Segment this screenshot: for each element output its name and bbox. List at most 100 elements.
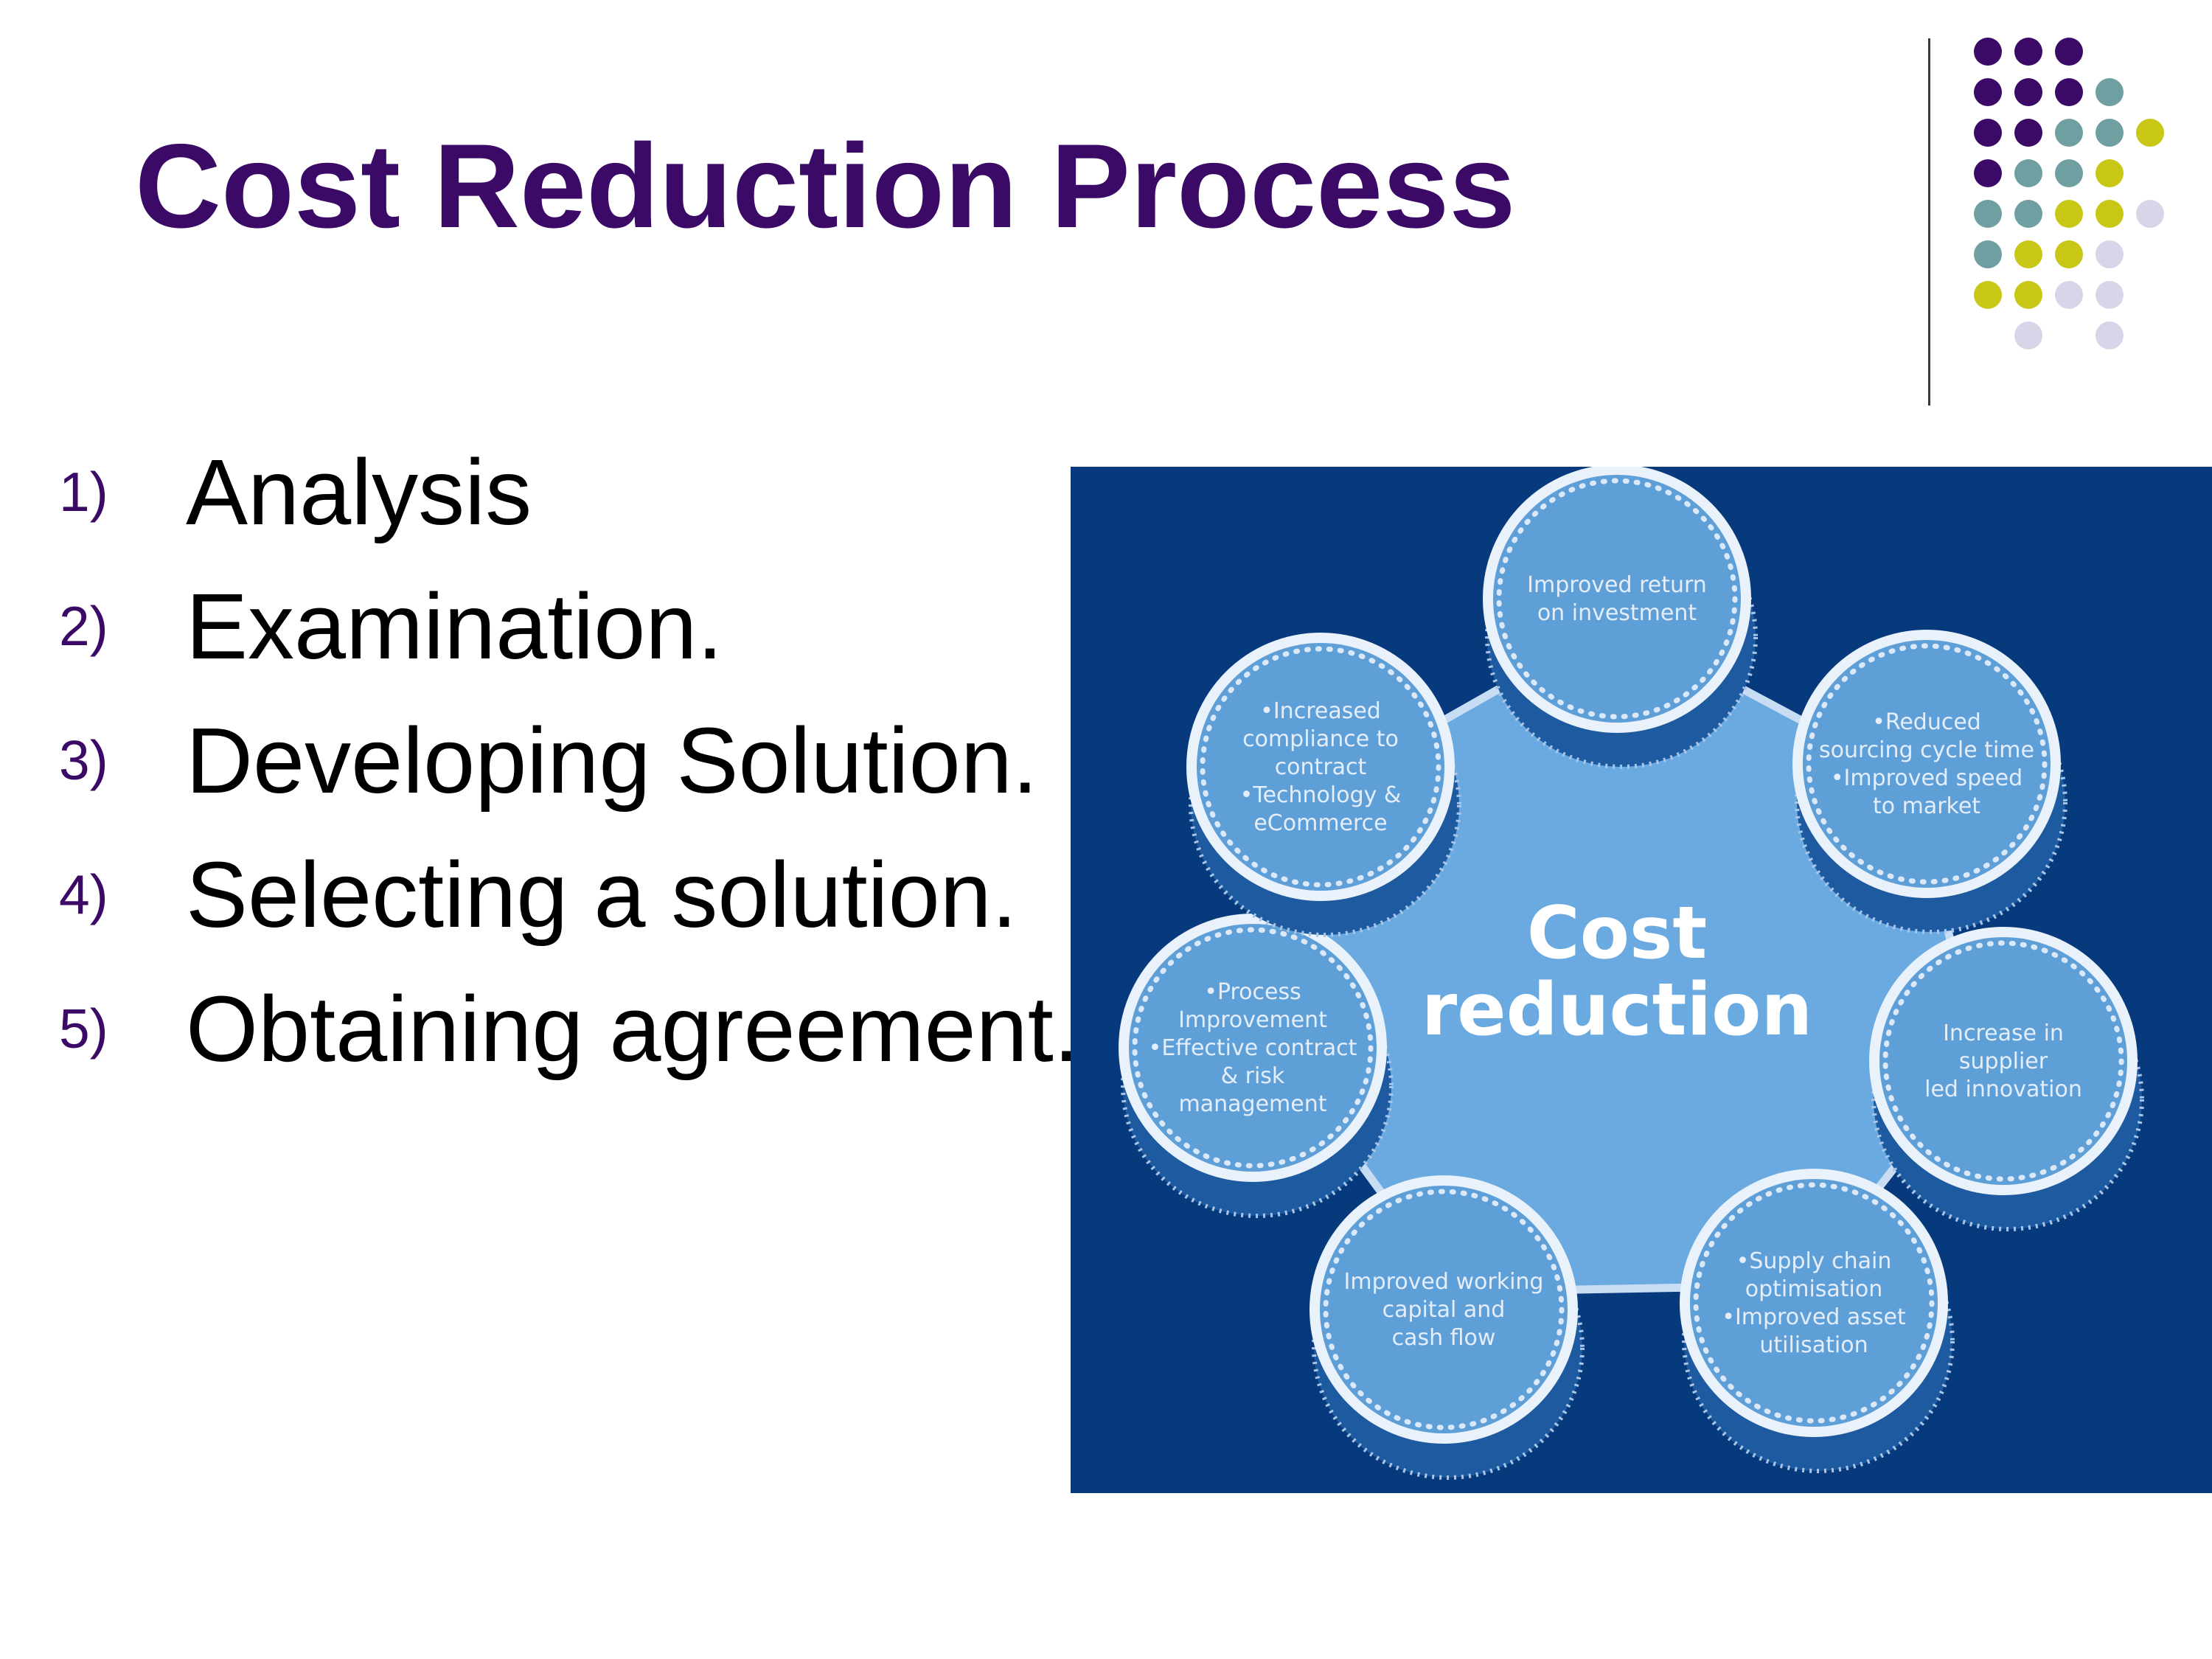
node-ridges xyxy=(1312,1216,1585,1480)
node-face xyxy=(1197,643,1444,891)
node-label-line: & risk xyxy=(1221,1063,1285,1089)
decorative-dot xyxy=(1974,38,2002,66)
decorative-dot xyxy=(2096,281,2124,309)
step-label: Obtaining agreement. xyxy=(186,976,1079,1081)
decorative-dot xyxy=(2055,38,2083,66)
node-ridges xyxy=(1189,673,1461,937)
decorative-dot xyxy=(2055,200,2083,228)
node-label-line: Improvement xyxy=(1178,1007,1327,1033)
node-face xyxy=(1690,1179,1938,1427)
node-label-line: contract xyxy=(1275,754,1367,780)
node-label-line: led innovation xyxy=(1924,1077,2082,1102)
node-dot-ring xyxy=(1806,643,2048,885)
decorative-dot xyxy=(2014,78,2042,106)
decorative-dot xyxy=(1974,240,2002,268)
node-label-line: cash flow xyxy=(1392,1325,1496,1351)
decorative-dot xyxy=(1974,281,2002,309)
decorative-dot xyxy=(2014,281,2042,309)
decorative-dot xyxy=(1974,159,2002,187)
node-label-line: compliance to xyxy=(1242,726,1399,752)
decorative-dot xyxy=(2014,200,2042,228)
process-step: 4) Selecting a solution. xyxy=(59,827,1079,961)
process-step: 3) Developing Solution. xyxy=(59,693,1079,827)
decorative-dot xyxy=(2136,119,2164,147)
node-dot-ring xyxy=(1323,1189,1565,1430)
node-dot-ring xyxy=(1693,1182,1935,1424)
node-ridges xyxy=(1795,670,2067,934)
process-step: 5) Obtaining agreement. xyxy=(59,961,1079,1096)
node-label-line: •Improved speed xyxy=(1831,765,2023,791)
node-label-line: on investment xyxy=(1537,600,1697,626)
decorative-dot xyxy=(2096,321,2124,349)
step-number: 2) xyxy=(59,595,108,657)
decorative-dot xyxy=(2014,38,2042,66)
node-label-line: Improved working xyxy=(1344,1269,1544,1295)
node-dot-ring xyxy=(1496,478,1738,720)
node-label-line: supplier xyxy=(1959,1048,2048,1074)
decorative-dot xyxy=(2055,281,2083,309)
process-step-list: 1) Analysis 2) Examination. 3) Developin… xyxy=(59,425,1079,1096)
node-label-line: •Increased xyxy=(1260,698,1381,724)
node-label-line: eCommerce xyxy=(1253,810,1387,836)
step-number: 4) xyxy=(59,863,108,925)
node-label-line: capital and xyxy=(1382,1297,1506,1323)
node-ridges xyxy=(1871,967,2144,1231)
node-dot-ring xyxy=(1132,927,1374,1169)
decorative-dot xyxy=(2096,159,2124,187)
decorative-dot xyxy=(1974,200,2002,228)
node-face xyxy=(1803,640,2051,888)
step-label: Developing Solution. xyxy=(186,708,1038,813)
decorative-dot-grid xyxy=(1974,38,2164,349)
node-label-line: management xyxy=(1179,1091,1327,1117)
node-label-line: optimisation xyxy=(1745,1276,1883,1302)
step-label: Selecting a solution. xyxy=(186,842,1018,947)
node-label-line: •Reduced xyxy=(1872,709,1981,735)
node-label-line: Increase in xyxy=(1943,1020,2064,1046)
node-face xyxy=(1320,1186,1568,1433)
decorative-dot xyxy=(2055,78,2083,106)
decorative-dot xyxy=(2055,240,2083,268)
decorative-dot xyxy=(2055,119,2083,147)
node-ridges xyxy=(1121,954,1394,1218)
node-dot-ring xyxy=(1200,646,1441,888)
decorative-dot xyxy=(2096,200,2124,228)
node-label-line: sourcing cycle time xyxy=(1819,737,2034,763)
node-label-line: Improved return xyxy=(1527,572,1707,598)
slide-title: Cost Reduction Process xyxy=(135,119,1516,253)
node-label-line: •Process xyxy=(1204,979,1301,1005)
decorative-dot xyxy=(2096,78,2124,106)
step-number: 1) xyxy=(59,461,108,523)
node-ridges xyxy=(1682,1209,1955,1473)
decorative-dot xyxy=(1974,78,2002,106)
node-label-line: •Effective contract xyxy=(1149,1035,1357,1061)
node-label-line: •Supply chain xyxy=(1736,1248,1892,1274)
step-number: 5) xyxy=(59,998,108,1060)
node-face xyxy=(1879,937,2127,1185)
decorative-dot xyxy=(2014,159,2042,187)
decorative-dot xyxy=(2014,119,2042,147)
node-label-line: utilisation xyxy=(1759,1332,1868,1358)
step-label: Examination. xyxy=(186,574,723,678)
decorative-dot xyxy=(2096,119,2124,147)
node-face xyxy=(1129,924,1377,1172)
node-ridges xyxy=(1485,505,1758,769)
decorative-dot xyxy=(2014,321,2042,349)
node-label-line: •Technology & xyxy=(1240,782,1402,808)
process-step: 2) Examination. xyxy=(59,559,1079,693)
node-label-line: to market xyxy=(1873,793,1980,819)
decorative-dot xyxy=(2014,240,2042,268)
center-label-line-1: Cost xyxy=(1527,891,1707,975)
center-label-line-2: reduction xyxy=(1422,968,1812,1052)
decorative-dot xyxy=(2055,159,2083,187)
node-face xyxy=(1493,475,1741,723)
